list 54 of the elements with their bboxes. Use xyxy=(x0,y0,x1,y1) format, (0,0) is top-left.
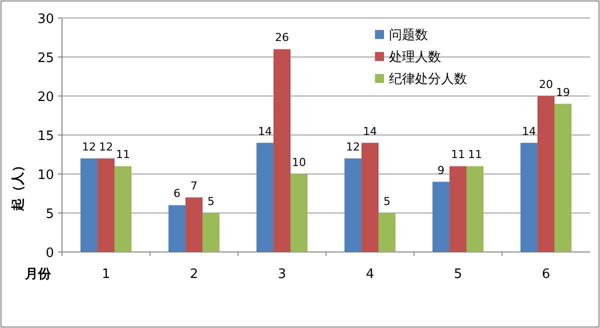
bar xyxy=(432,182,450,252)
y-tick-label: 10 xyxy=(37,168,54,183)
data-label: 9 xyxy=(438,164,444,177)
data-label: 19 xyxy=(556,86,570,99)
data-label: 12 xyxy=(82,140,96,154)
y-tick-label: 5 xyxy=(46,207,54,222)
bar xyxy=(98,158,114,252)
x-axis-title: 月份 xyxy=(24,267,52,282)
bar xyxy=(274,49,290,252)
bar xyxy=(362,142,378,252)
bar xyxy=(538,96,554,252)
bar xyxy=(186,197,202,252)
x-tick-label: 3 xyxy=(278,267,286,282)
bar xyxy=(344,158,362,252)
bar xyxy=(290,174,308,252)
legend-label: 问题数 xyxy=(389,28,428,43)
bar xyxy=(168,205,186,252)
data-label: 5 xyxy=(384,195,390,208)
y-tick-label: 15 xyxy=(37,129,54,144)
legend-label: 纪律处分人数 xyxy=(389,72,467,87)
data-label: 6 xyxy=(174,187,180,200)
bar xyxy=(450,166,466,252)
data-label: 11 xyxy=(468,148,482,162)
bar xyxy=(466,166,484,252)
bar xyxy=(520,142,538,252)
y-tick-label: 30 xyxy=(37,12,54,27)
data-label: 11 xyxy=(116,148,130,162)
y-tick-label: 20 xyxy=(37,90,54,105)
legend-label: 处理人数 xyxy=(389,50,441,65)
x-tick-label: 4 xyxy=(366,267,374,282)
bar xyxy=(256,142,274,252)
bar xyxy=(378,213,396,252)
data-label: 26 xyxy=(275,31,289,44)
data-label: 10 xyxy=(292,156,306,169)
bar xyxy=(114,166,132,252)
data-label: 12 xyxy=(99,140,113,154)
data-label: 5 xyxy=(208,195,214,208)
data-label: 20 xyxy=(539,78,553,91)
bar xyxy=(554,104,572,252)
bar xyxy=(80,158,98,252)
x-tick-label: 1 xyxy=(102,267,110,282)
y-tick-label: 0 xyxy=(46,246,54,261)
data-label: 14 xyxy=(363,124,377,138)
data-label: 14 xyxy=(258,124,272,138)
y-axis-title: 起（人） xyxy=(11,159,26,212)
data-label: 14 xyxy=(522,124,536,138)
x-tick-label: 6 xyxy=(542,267,550,282)
y-tick-label: 25 xyxy=(37,51,54,66)
data-label: 11 xyxy=(451,148,465,162)
data-label: 7 xyxy=(190,179,198,192)
x-tick-label: 2 xyxy=(190,267,198,282)
data-label: 12 xyxy=(346,140,360,154)
x-tick-label: 5 xyxy=(454,267,462,282)
bar xyxy=(202,213,220,252)
